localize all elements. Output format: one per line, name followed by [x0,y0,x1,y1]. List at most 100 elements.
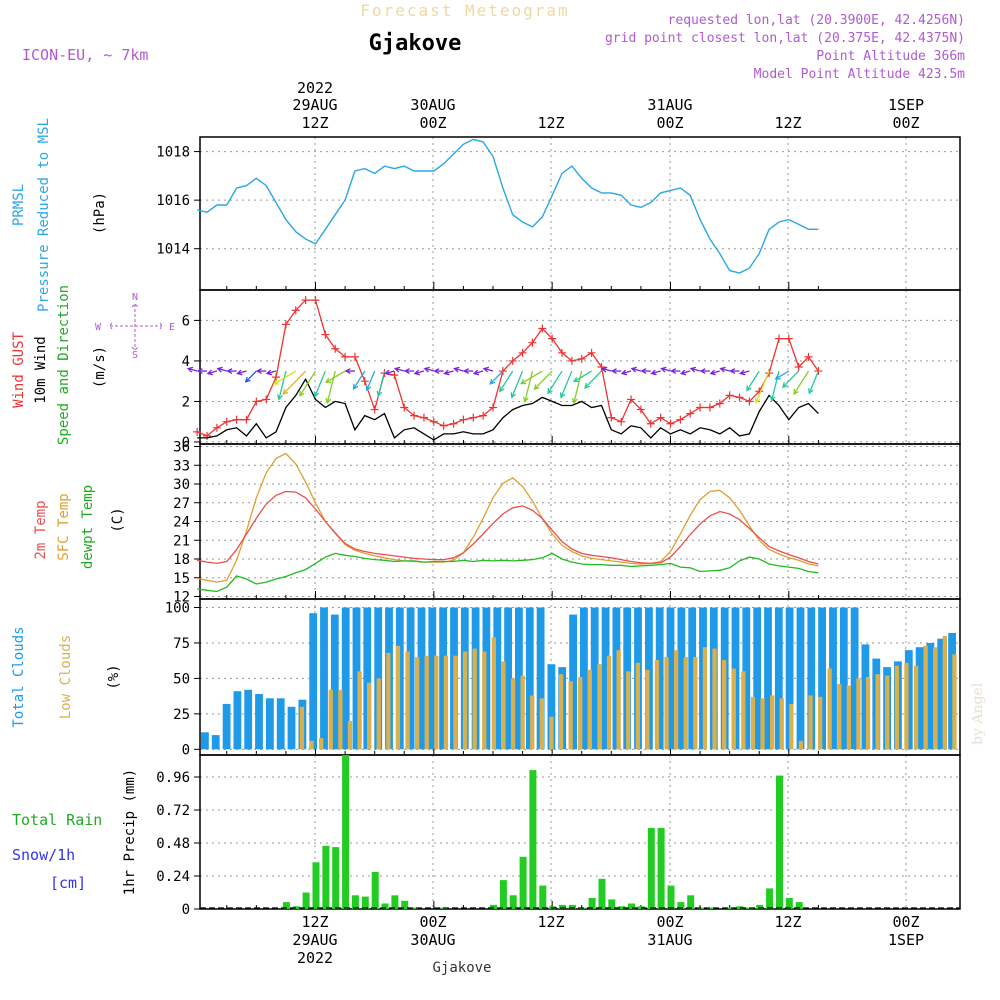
wind-arrow-head [453,366,460,373]
gust-marker [508,356,517,365]
total-cloud-bar [839,607,848,750]
gust-marker [429,417,438,426]
low-cloud-bar [952,654,957,750]
wind-ytick-label-3: 6 [182,313,190,329]
total-cloud-bar [330,614,339,750]
wind-arrow-head [520,378,527,385]
clouds-panel: 0 25 50 75 100 [165,598,961,758]
low-cloud-bar [462,651,468,750]
bottom-location: Gjakove [432,960,491,976]
total-cloud-bar [926,643,935,750]
low-cloud-bar [683,657,688,750]
low-cloud-bar [712,648,717,750]
precip-bar [766,888,774,909]
wind-arrow-head [709,369,716,376]
total-cloud-bar [655,607,664,750]
precip-bar [342,755,350,909]
total-cloud-bar [612,607,621,750]
precip-ylabel: 1hr Precip (mm) [122,769,138,895]
wind-arrow [755,370,770,403]
low-cloud-bar [913,665,919,750]
gust-marker [804,352,813,361]
total-cloud-bar [352,607,361,750]
precip-panel: 0 0.24 0.48 0.72 0.96 [156,754,961,918]
gust-marker [725,391,734,400]
wind-arrow-head [272,379,279,385]
wind-arrow-head [660,366,667,373]
wind-arrow [573,370,583,403]
low-cloud-bar [760,698,765,750]
gust-marker [203,431,212,440]
wind-arrow [602,367,612,372]
gust-marker [735,393,744,402]
low-cloud-bar [856,678,861,750]
wind-arrow [414,370,425,375]
wind-speed-line [197,377,819,441]
top-label-line3: 00Z [892,114,919,132]
wind-arrow-head [443,369,450,376]
total-cloud-bar [590,607,599,750]
precip-ytick-label-4: 0.96 [156,770,190,786]
gust-marker [676,415,685,424]
low-cloud-bar [501,661,506,750]
wind-frame [199,289,961,445]
wind-arrow [282,370,307,395]
wind-arrow-head [808,388,814,395]
total-cloud-bar [428,607,437,750]
gust-marker [765,369,774,378]
clouds-ytick-label-1: 25 [173,707,190,723]
precip-bar [785,898,793,909]
bottom-label-line1: 12Z [537,913,564,931]
gust-marker [419,413,428,422]
wind-ytick-label-1: 2 [182,394,190,410]
low-cloud-bar [376,678,381,750]
precip-bar [657,827,665,909]
wind-arrow-head [584,382,591,389]
total-cloud-bar [850,607,859,750]
precip-bar [499,880,507,909]
wind-arrow [237,370,247,375]
wind-arrow [710,370,720,375]
low-cloud-bar [654,660,660,750]
total-cloud-bar [201,732,209,750]
total-cloud-bar [363,607,372,750]
wind-arrow [775,370,790,380]
wind-arrow [808,370,820,394]
top-label-line2: 31AUG [647,96,692,114]
low-cloud-bar [923,645,928,750]
pressure-line [197,138,819,274]
pressure-panel: 1014 1016 1018 [156,136,961,291]
tsfc-label: SFC Temp [56,493,72,560]
wind-arrow [314,370,326,397]
low-cloud-bar [367,682,372,750]
wind-10m-label: 10m Wind [33,336,49,403]
gust-marker [331,344,340,353]
gust-marker [656,413,665,422]
total-cloud-bar [753,607,762,750]
wind-arrow [377,370,386,396]
wind-arrow-head [689,366,697,373]
wind-arrow [245,370,257,383]
wind-arrow-head [547,388,553,395]
wind-arrow [511,370,524,398]
gust-marker [222,417,231,426]
low-cloud-label: Low Clouds [58,635,74,719]
total-cloud-bar [233,691,242,750]
clouds-ytick-label-2: 50 [173,671,190,687]
compass-s: S [132,350,138,361]
total-cloud-bar [580,607,588,750]
gust-marker [597,363,606,371]
precip-bar [667,885,675,909]
compass-rose: N S W E [95,292,175,361]
gust-marker [794,363,803,371]
wind-arrow-head [423,366,430,373]
total-cloud-bar [341,607,350,750]
wind-arrow [299,370,317,397]
wind-arrow [444,370,454,375]
precip-bar [519,856,527,910]
low-cloud-bar [626,671,631,750]
precip-bar [490,904,497,909]
wind-arrow [560,370,573,398]
precip-bar [598,878,606,910]
